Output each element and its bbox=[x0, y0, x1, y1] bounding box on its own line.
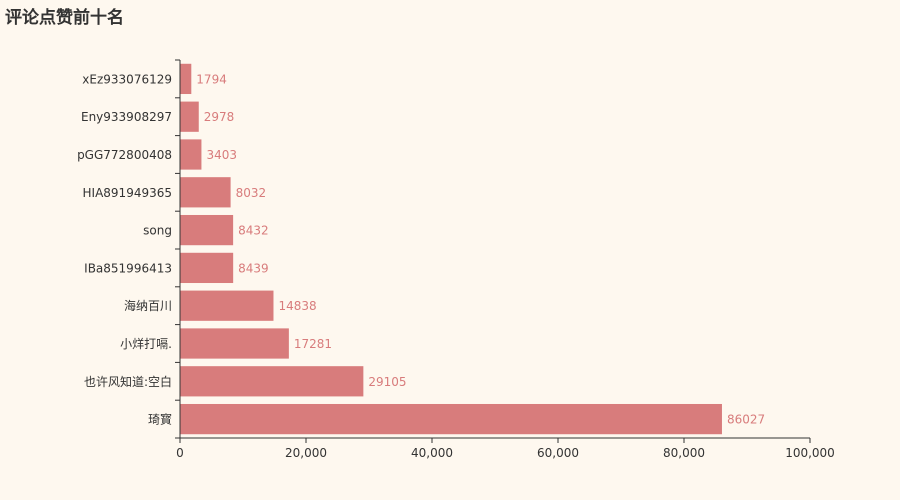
bar[interactable] bbox=[180, 214, 234, 246]
data-label: 14838 bbox=[278, 299, 316, 313]
bar[interactable] bbox=[180, 366, 364, 397]
y-tick-label: 也许风知道:空白 bbox=[84, 374, 172, 389]
y-tick-label: 琦寳 bbox=[148, 412, 172, 427]
bar[interactable] bbox=[180, 63, 192, 95]
data-label: 17281 bbox=[294, 337, 332, 351]
data-label: 8439 bbox=[238, 261, 269, 275]
chart-title: 评论点赞前十名 bbox=[5, 8, 124, 28]
x-tick-label: 40,000 bbox=[411, 446, 453, 460]
bar[interactable] bbox=[180, 328, 289, 359]
y-tick-label: Eny933908297 bbox=[81, 110, 172, 124]
x-tick-label: 0 bbox=[176, 446, 184, 460]
y-tick-label: IBa851996413 bbox=[84, 261, 172, 275]
bar[interactable] bbox=[180, 177, 231, 208]
x-tick-label: 80,000 bbox=[663, 446, 705, 460]
x-tick-label: 60,000 bbox=[537, 446, 579, 460]
bar[interactable] bbox=[180, 139, 202, 170]
y-tick-label: 小烊打嗝. bbox=[120, 337, 172, 351]
bar[interactable] bbox=[180, 290, 274, 321]
y-tick-label: xEz933076129 bbox=[82, 72, 172, 86]
y-tick-label: HIA891949365 bbox=[83, 186, 172, 200]
data-label: 8432 bbox=[238, 224, 269, 238]
y-tick-label: pGG772800408 bbox=[77, 148, 172, 162]
data-label: 8032 bbox=[236, 186, 267, 200]
data-label: 1794 bbox=[196, 72, 227, 86]
y-tick-label: 海纳百川 bbox=[124, 298, 172, 313]
data-label: 86027 bbox=[727, 413, 765, 427]
bar[interactable] bbox=[180, 252, 234, 284]
y-tick-label: song bbox=[143, 224, 172, 238]
x-tick-label: 20,000 bbox=[285, 446, 327, 460]
x-tick-label: 100,000 bbox=[785, 446, 835, 460]
bar[interactable] bbox=[180, 101, 199, 132]
data-label: 2978 bbox=[204, 110, 235, 124]
bar[interactable] bbox=[180, 403, 722, 435]
data-label: 29105 bbox=[368, 375, 406, 389]
data-label: 3403 bbox=[206, 148, 237, 162]
